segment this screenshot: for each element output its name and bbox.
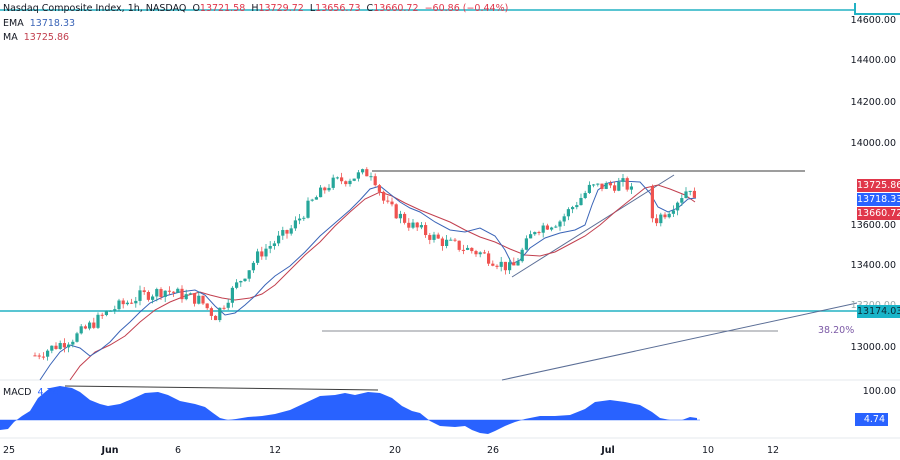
- upper-level-line[interactable]: [0, 3, 900, 15]
- time-tick: Jul: [601, 445, 615, 456]
- ema-legend[interactable]: EMA 13718.33: [3, 17, 76, 29]
- low-value: 13656.73: [315, 3, 361, 14]
- time-tick: 10: [701, 445, 715, 456]
- price-tick: 14400.00: [850, 55, 896, 66]
- ma-legend[interactable]: MA 13725.86: [3, 32, 70, 43]
- macd-value-tag: 4.74: [855, 413, 888, 426]
- time-tick: 12: [766, 445, 780, 456]
- rising-trendline[interactable]: [511, 174, 675, 278]
- price-tick: 14600.00: [850, 15, 896, 26]
- ema-line: [39, 180, 697, 381]
- price-tick: 13400.00: [850, 260, 896, 271]
- time-tick: 20: [388, 445, 402, 456]
- close-price-tag: 13660.72: [857, 207, 900, 220]
- ema-price-tag: 13718.33: [857, 193, 900, 206]
- candlestick-series[interactable]: [33, 167, 696, 361]
- ma-price-tag: 13725.86: [857, 179, 900, 192]
- chart-legend: Nasdaq Composite Index, 1h, NASDAQ O1372…: [3, 2, 508, 46]
- long-trendline[interactable]: [501, 302, 858, 381]
- symbol-title[interactable]: Nasdaq Composite Index, 1h, NASDAQ: [3, 3, 187, 14]
- change-value: −60.86 (−0.44%): [424, 3, 509, 14]
- price-tick: 13000.00: [850, 342, 896, 353]
- macd-tick: 100.00: [862, 386, 896, 397]
- time-tick: 12: [268, 445, 282, 456]
- open-value: 13721.58: [199, 3, 246, 14]
- price-tick: 13600.00: [850, 220, 896, 231]
- time-tick: 25: [2, 445, 16, 456]
- macd-legend[interactable]: MACD 4.74: [3, 387, 59, 398]
- ma-line: [69, 184, 696, 381]
- price-tick: 14000.00: [850, 138, 896, 149]
- macd-divergence-line[interactable]: [64, 385, 379, 391]
- time-tick: 6: [174, 445, 182, 456]
- support-price-tag: 13174.03: [857, 305, 900, 318]
- ema-value: 13718.33: [29, 17, 76, 29]
- macd-area: [0, 386, 697, 434]
- time-tick: 26: [486, 445, 500, 456]
- high-value: 13729.72: [258, 3, 304, 14]
- ma-value: 13725.86: [23, 32, 70, 43]
- close-value: 13660.72: [373, 3, 419, 14]
- ohlc-row: Nasdaq Composite Index, 1h, NASDAQ O1372…: [3, 3, 509, 14]
- time-tick: Jun: [101, 445, 119, 456]
- fib-label: 38.20%: [818, 325, 855, 336]
- price-tick: 14200.00: [850, 97, 896, 108]
- macd-legend-value: 4.74: [37, 387, 59, 398]
